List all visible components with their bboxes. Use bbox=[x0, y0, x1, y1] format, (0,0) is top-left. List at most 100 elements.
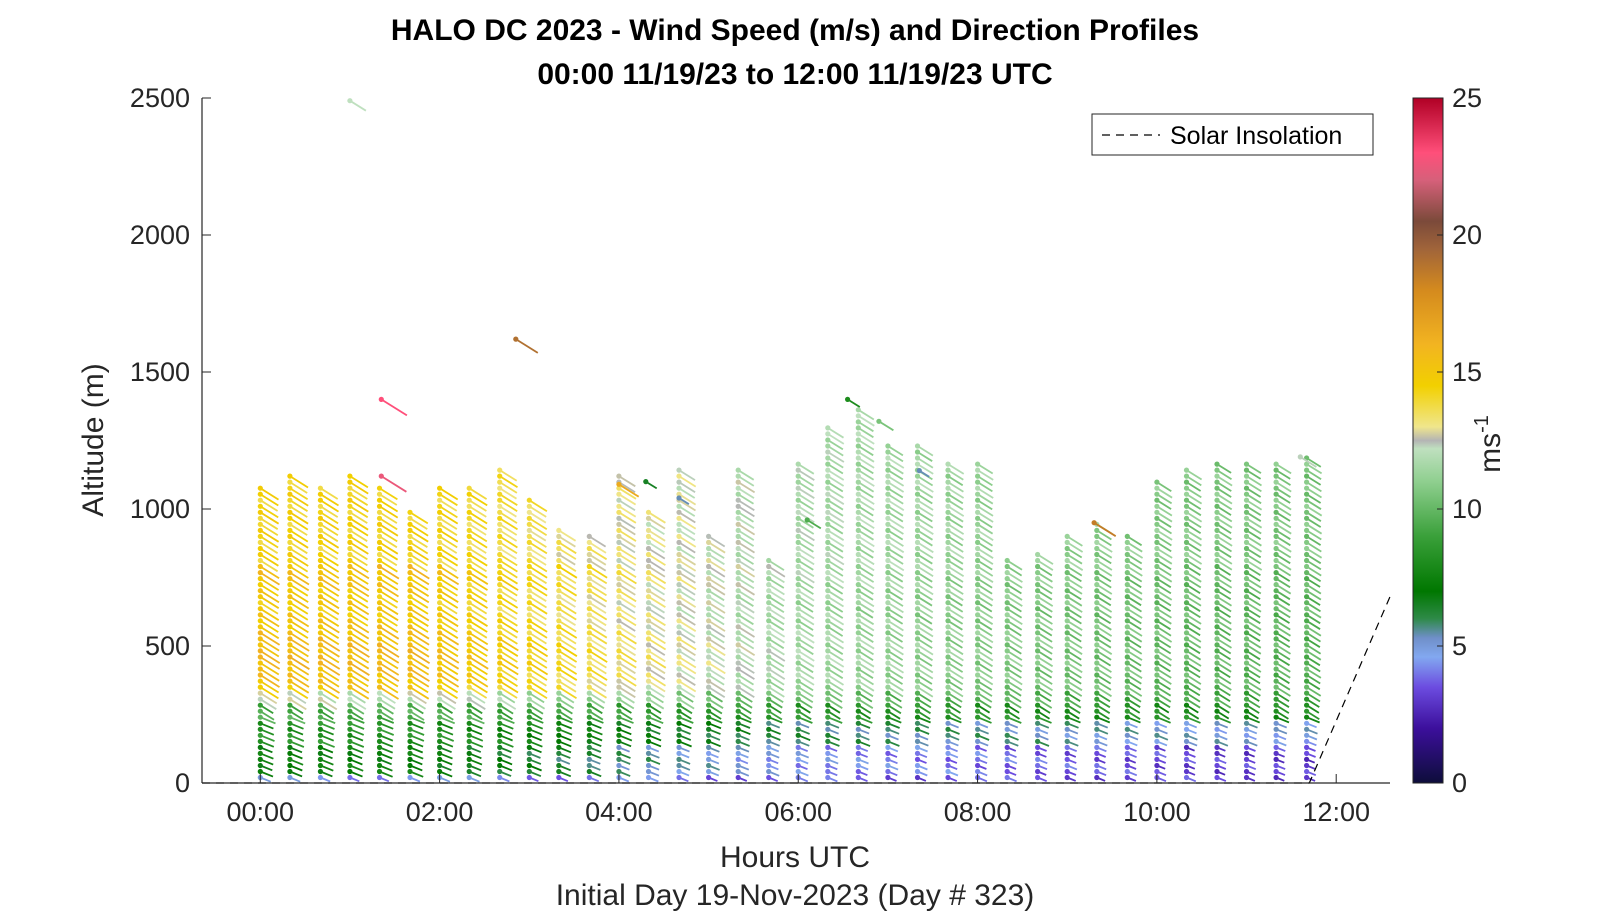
wind-vector bbox=[259, 710, 275, 721]
wind-vector-dot bbox=[1273, 527, 1279, 534]
wind-vector-dot bbox=[1243, 533, 1250, 540]
wind-vector bbox=[1156, 523, 1172, 535]
wind-vector-dot bbox=[1035, 654, 1041, 660]
wind-vector-dot bbox=[257, 491, 263, 497]
wind-vector-dot bbox=[526, 582, 532, 588]
wind-vector bbox=[319, 589, 339, 603]
wind-vector-dot bbox=[825, 594, 831, 600]
wind-vector-dot bbox=[347, 606, 353, 612]
wind-vector-dot bbox=[1035, 551, 1041, 558]
wind-vector-dot bbox=[1273, 594, 1279, 600]
wind-vector-dot bbox=[1273, 479, 1279, 485]
wind-vector bbox=[768, 650, 786, 662]
wind-vector-dot bbox=[407, 630, 413, 636]
wind-vector bbox=[648, 638, 667, 651]
wind-vector-dot bbox=[287, 521, 293, 527]
wind-vector bbox=[499, 632, 518, 645]
wind-vector-dot bbox=[645, 714, 652, 720]
wind-vector bbox=[737, 668, 755, 680]
wind-vector-dot bbox=[885, 624, 891, 630]
wind-vector bbox=[1156, 626, 1172, 637]
wind-vector-dot bbox=[706, 756, 712, 763]
wind-vector-dot bbox=[885, 443, 891, 449]
wind-vector-dot bbox=[1154, 726, 1160, 732]
wind-vector-dot bbox=[735, 720, 741, 726]
wind-vector-dot bbox=[795, 606, 801, 612]
wind-vector-dot bbox=[287, 750, 293, 757]
wind-vector-dot bbox=[376, 557, 383, 564]
wind-vector bbox=[259, 680, 280, 694]
wind-vector bbox=[379, 668, 400, 682]
wind-vector bbox=[1306, 632, 1321, 643]
wind-vector bbox=[1216, 523, 1232, 534]
wind-vector-dot bbox=[825, 648, 831, 654]
wind-vector-dot bbox=[616, 714, 622, 720]
wind-vector-dot bbox=[257, 539, 263, 546]
wind-vector bbox=[887, 517, 905, 529]
wind-vector bbox=[648, 607, 666, 620]
wind-vector-dot bbox=[735, 744, 741, 751]
wind-vector bbox=[887, 656, 904, 668]
wind-vector-dot bbox=[914, 732, 921, 738]
wind-vector bbox=[1037, 668, 1053, 679]
wind-vector bbox=[977, 523, 994, 535]
wind-vector-dot bbox=[795, 750, 801, 757]
wind-vector bbox=[588, 638, 607, 651]
wind-vector-dot bbox=[1004, 762, 1010, 769]
wind-vector-dot bbox=[1035, 666, 1041, 672]
wind-vector-dot bbox=[885, 515, 891, 521]
wind-vector-dot bbox=[287, 738, 293, 745]
wind-vector-dot bbox=[1094, 660, 1100, 666]
wind-vector-dot bbox=[1094, 594, 1100, 600]
wind-vector bbox=[678, 680, 697, 693]
wind-vector bbox=[708, 686, 726, 698]
wind-vector-dot bbox=[914, 750, 921, 757]
wind-vector-dot bbox=[645, 756, 652, 763]
wind-vector bbox=[1126, 680, 1142, 691]
wind-vector-dot bbox=[706, 750, 712, 757]
wind-vector bbox=[797, 607, 815, 620]
wind-vector bbox=[1066, 565, 1083, 577]
wind-vector-dot bbox=[376, 503, 383, 509]
wind-vector bbox=[708, 656, 726, 668]
wind-vector-dot bbox=[376, 642, 383, 648]
wind-vector bbox=[1006, 595, 1023, 607]
wind-vector bbox=[1066, 589, 1082, 601]
wind-vector-dot bbox=[1243, 756, 1250, 763]
wind-vector-dot bbox=[556, 756, 562, 763]
wind-vector-dot bbox=[586, 588, 592, 594]
wind-vector bbox=[618, 716, 634, 724]
wind-vector-dot bbox=[1273, 539, 1279, 546]
wind-vector-dot bbox=[735, 660, 741, 666]
wind-vector-dot bbox=[347, 648, 353, 654]
wind-vector-dot bbox=[885, 521, 891, 527]
wind-vector-dot bbox=[706, 768, 712, 775]
wind-vector-dot bbox=[347, 720, 353, 726]
wind-vector bbox=[618, 481, 636, 494]
wind-vector-dot bbox=[855, 485, 861, 491]
wind-vector-dot bbox=[586, 618, 592, 624]
wind-vector-dot bbox=[287, 497, 293, 503]
wind-vector bbox=[259, 565, 280, 580]
wind-vector-dot bbox=[1004, 570, 1010, 576]
wind-vector bbox=[827, 541, 844, 553]
wind-vector-dot bbox=[945, 744, 951, 751]
wind-vector-dot bbox=[466, 594, 472, 600]
wind-vector-dot bbox=[1124, 576, 1130, 582]
wind-vector-dot bbox=[855, 437, 861, 443]
wind-vector-dot bbox=[1304, 696, 1310, 702]
wind-vector bbox=[917, 638, 933, 649]
wind-vector-dot bbox=[735, 696, 741, 702]
wind-vector bbox=[1246, 493, 1262, 505]
wind-vector-dot bbox=[945, 545, 951, 552]
wind-vector bbox=[289, 547, 308, 561]
wind-vector bbox=[1246, 469, 1262, 480]
wind-vector-dot bbox=[676, 666, 682, 672]
wind-vector-dot bbox=[975, 485, 981, 491]
wind-vector-dot bbox=[1304, 491, 1310, 497]
wind-vector bbox=[977, 487, 994, 499]
wind-vector bbox=[797, 698, 813, 709]
wind-vector bbox=[349, 680, 370, 694]
wind-vector-dot bbox=[616, 497, 622, 503]
